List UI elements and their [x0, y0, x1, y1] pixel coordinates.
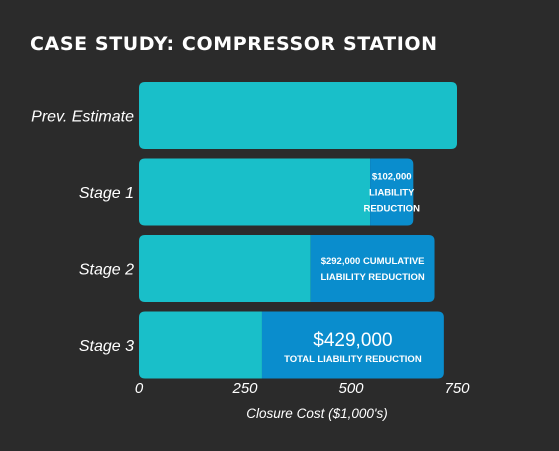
data-label: REDUCTION	[363, 204, 420, 215]
bar-segment-reduction	[370, 158, 414, 226]
bar-segment-remaining	[139, 158, 371, 226]
data-label: LIABILITY REDUCTION	[320, 272, 424, 283]
category-label: Prev. Estimate	[31, 109, 134, 126]
data-label: $102,000	[372, 172, 412, 183]
category-label: Stage 1	[79, 185, 134, 202]
x-axis-title: Closure Cost ($1,000's)	[246, 406, 387, 421]
data-label: TOTAL LIABILITY REDUCTION	[284, 354, 422, 365]
chart-title: CASE STUDY: COMPRESSOR STATION	[30, 33, 438, 55]
bar-segment-reduction	[310, 235, 435, 302]
x-tick-label: 0	[135, 380, 144, 397]
data-label: LIABILITY	[369, 188, 415, 199]
x-tick-label: 500	[338, 380, 364, 397]
x-tick-label: 750	[444, 380, 470, 397]
bar-segment-remaining	[139, 235, 311, 302]
category-label: Stage 2	[79, 262, 134, 279]
bar-segment-remaining	[139, 82, 457, 149]
x-tick-label: 250	[231, 380, 258, 397]
data-label: $292,000 CUMULATIVE	[321, 256, 425, 267]
category-label: Stage 3	[79, 338, 134, 355]
data-label: $429,000	[313, 330, 392, 351]
bar-segment-remaining	[139, 311, 262, 379]
bar-segment-reduction	[261, 311, 444, 379]
